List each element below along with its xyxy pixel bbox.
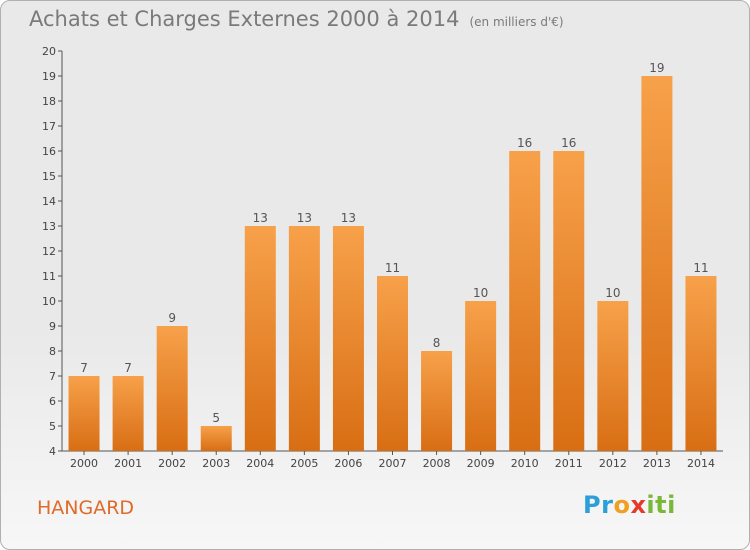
y-tick-label: 19 [42, 70, 56, 83]
data-label-2001: 7 [124, 361, 132, 375]
bar-2000 [68, 376, 100, 451]
bar-2006 [332, 226, 364, 451]
bar-2010 [509, 151, 541, 451]
y-tick-label: 13 [42, 220, 56, 233]
data-label-2006: 13 [341, 211, 356, 225]
data-label-2014: 11 [693, 261, 708, 275]
bar-2001 [112, 376, 144, 451]
bar-2012 [597, 301, 629, 451]
title-text: Achats et Charges Externes 2000 à 2014 [29, 7, 460, 31]
logo-letter: o [613, 491, 631, 519]
axes: 4 5 6 7 8 9 10 11 12 13 14 15 16 17 18 19 20 2000 2001 2002… [42, 45, 723, 470]
x-tick-label: 2014 [687, 457, 715, 470]
bar-2013 [641, 76, 673, 451]
bar-2008 [421, 351, 453, 451]
y-tick-label: 16 [42, 145, 56, 158]
y-tick-label: 10 [42, 295, 56, 308]
y-tick-label: 14 [42, 195, 56, 208]
bar-2009 [465, 301, 497, 451]
bar-2003 [200, 426, 232, 451]
bar-2011 [553, 151, 585, 451]
bar-2002 [156, 326, 188, 451]
bar-2004 [244, 226, 276, 451]
bar-2005 [288, 226, 320, 451]
x-tick-label: 2000 [70, 457, 98, 470]
data-label-2000: 7 [80, 361, 88, 375]
data-label-2003: 5 [212, 411, 220, 425]
data-label-2010: 16 [517, 136, 532, 150]
x-tick-label: 2002 [158, 457, 186, 470]
y-tick-label: 7 [49, 370, 56, 383]
data-label-2004: 13 [253, 211, 268, 225]
x-tick-label: 2012 [599, 457, 627, 470]
x-tick-label: 2001 [114, 457, 142, 470]
x-tick-label: 2008 [423, 457, 451, 470]
x-tick-label: 2011 [555, 457, 583, 470]
y-tick-label: 12 [42, 245, 56, 258]
logo-letter: i [667, 491, 676, 519]
y-tick-label: 20 [42, 45, 56, 58]
x-tick-label: 2004 [246, 457, 274, 470]
logo-letter: t [655, 491, 668, 519]
chart-title: Achats et Charges Externes 2000 à 2014 (e… [29, 7, 564, 31]
x-tick-label: 2009 [467, 457, 495, 470]
data-label-2013: 19 [649, 61, 664, 75]
logo-letter: P [583, 491, 602, 519]
x-tick-label: 2006 [334, 457, 362, 470]
data-label-2009: 10 [473, 286, 488, 300]
x-tick-label: 2003 [202, 457, 230, 470]
y-tick-label: 4 [49, 445, 56, 458]
proxiti-logo[interactable]: Proxiti [583, 491, 676, 519]
x-tick-label: 2010 [511, 457, 539, 470]
data-label-2008: 8 [433, 336, 441, 350]
x-tick-label: 2005 [290, 457, 318, 470]
data-label-2012: 10 [605, 286, 620, 300]
x-tick-label: 2013 [643, 457, 671, 470]
bar-2014 [685, 276, 717, 451]
x-tick-label: 2007 [379, 457, 407, 470]
data-label-2007: 11 [385, 261, 400, 275]
y-tick-label: 8 [49, 345, 56, 358]
data-label-2005: 13 [297, 211, 312, 225]
commune-name: HANGARD [37, 497, 135, 519]
y-tick-label: 15 [42, 170, 56, 183]
y-tick-label: 18 [42, 95, 56, 108]
data-labels: 7 7 9 5 13 13 13 11 8 10 16 16 10 19 11 [80, 61, 708, 425]
bar-2007 [377, 276, 408, 451]
y-tick-label: 17 [42, 120, 56, 133]
logo-letter: x [630, 491, 647, 519]
logo-letter: i [646, 491, 656, 519]
unit-label: (en milliers d'€) [469, 15, 564, 29]
bars [68, 76, 717, 451]
data-label-2011: 16 [561, 136, 576, 150]
y-tick-label: 6 [49, 395, 56, 408]
logo-letter: r [601, 491, 614, 519]
data-label-2002: 9 [168, 311, 176, 325]
y-tick-label: 5 [49, 420, 56, 433]
y-tick-label: 11 [42, 270, 56, 283]
y-tick-label: 9 [49, 320, 56, 333]
